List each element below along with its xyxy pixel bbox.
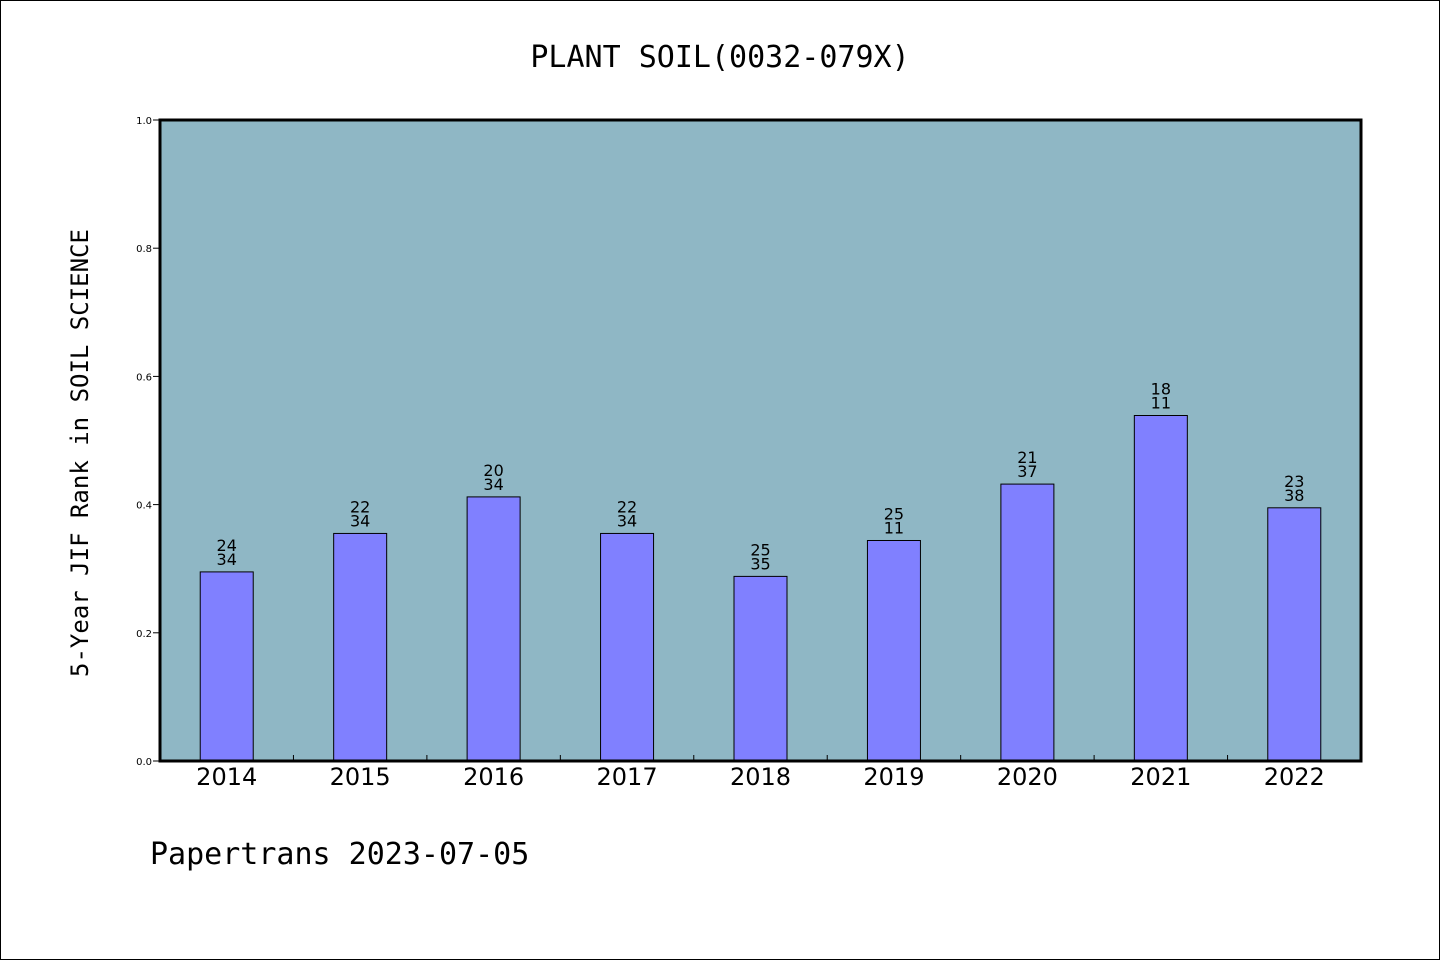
x-tick-label: 2016 [463, 763, 524, 791]
bar-label-total: 34 [483, 475, 503, 494]
bar-label-rank: 22 [617, 497, 637, 516]
bar-label-rank: 25 [884, 504, 904, 523]
bar-label-rank: 20 [483, 461, 503, 480]
bar-label-rank: 22 [350, 497, 370, 516]
x-tick-label: 2015 [330, 763, 391, 791]
bar-label-rank: 23 [1284, 472, 1304, 491]
bar-2015 [333, 532, 388, 762]
bar-label-total: 34 [350, 511, 370, 530]
y-tick-label: 0.6 [136, 372, 152, 383]
plot-border [158, 118, 1363, 763]
y-axis: 0.0 0.2 0.4 0.6 0.8 1.0 [136, 116, 160, 768]
x-tick-label: 2022 [1264, 763, 1325, 791]
x-tick-label: 2021 [1130, 763, 1191, 791]
y-tick-label: 0.8 [136, 244, 152, 255]
y-tick-label: 0.2 [136, 629, 152, 640]
bar-label-total: 34 [217, 550, 237, 569]
bar-label-rank: 25 [750, 540, 770, 559]
x-tick-label: 2019 [863, 763, 924, 791]
bar-label-total: 11 [884, 518, 904, 537]
bar-2020 [1000, 483, 1055, 762]
bar-label-total: 11 [1151, 394, 1171, 413]
x-axis: 2014 2015 2016 2017 2018 2019 2020 2021 2022 [196, 755, 1325, 791]
bar-2017 [600, 532, 655, 762]
y-tick-label: 0.0 [136, 757, 152, 768]
bar-label-rank: 18 [1151, 380, 1171, 399]
bar-2022 [1267, 507, 1322, 762]
chart-title: PLANT SOIL(0032-079X) [530, 40, 909, 75]
x-tick-label: 2018 [730, 763, 791, 791]
y-tick-label: 1.0 [136, 116, 152, 127]
bar-label-total: 38 [1284, 486, 1304, 505]
bar-label-total: 37 [1017, 462, 1037, 481]
x-tick-label: 2014 [196, 763, 257, 791]
bars-layer [199, 415, 1322, 762]
x-tick-label: 2020 [997, 763, 1058, 791]
bar-2021 [1133, 415, 1188, 762]
bar-2019 [866, 539, 921, 762]
y-axis-label: 5-Year JIF Rank in SOIL SCIENCE [66, 229, 94, 677]
bar-2016 [466, 496, 521, 762]
bar-label-rank: 21 [1017, 448, 1037, 467]
bar-2018 [733, 575, 788, 762]
bar-label-rank: 24 [217, 536, 237, 555]
bar-2014 [199, 571, 254, 762]
bar-label-total: 35 [750, 554, 770, 573]
y-tick-label: 0.4 [136, 501, 152, 512]
bar-label-total: 34 [617, 511, 637, 530]
x-tick-label: 2017 [597, 763, 658, 791]
footer-note: Papertrans 2023-07-05 [150, 837, 529, 872]
